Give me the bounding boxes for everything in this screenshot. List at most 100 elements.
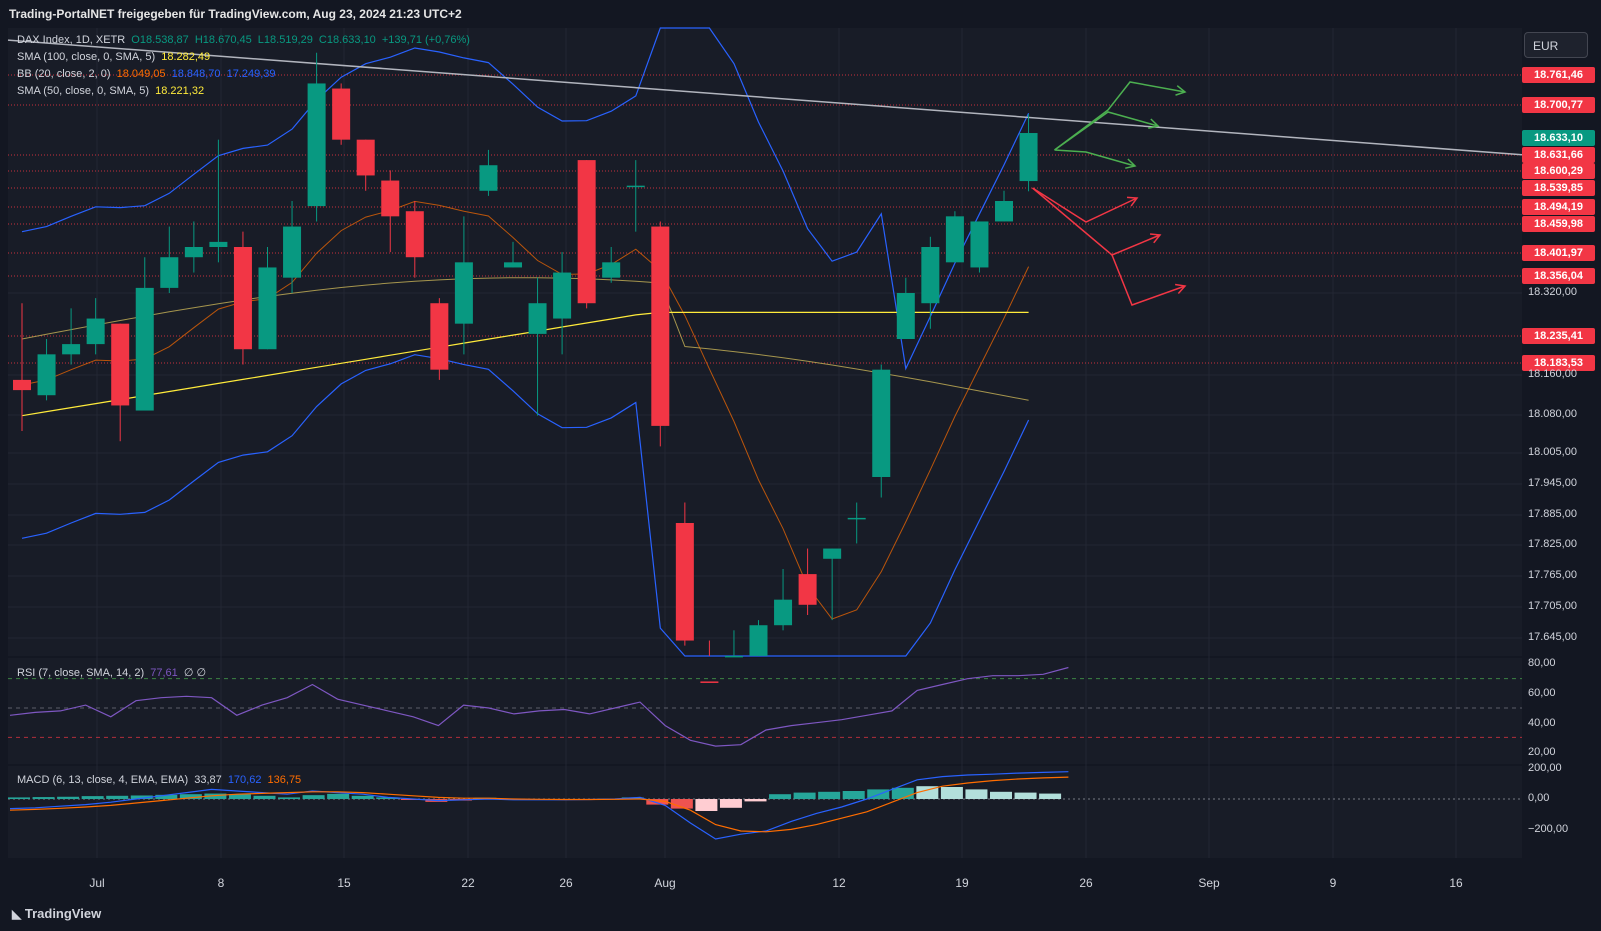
candle-body xyxy=(479,165,498,191)
price-axis-tick: 18.320,00 xyxy=(1528,286,1577,298)
time-axis-tick: Aug xyxy=(654,876,676,890)
macd-hist-bar xyxy=(376,797,399,799)
price-label: 18.600,29 xyxy=(1522,163,1595,179)
candle-body xyxy=(430,303,449,370)
candle-body xyxy=(233,247,252,350)
rsi-axis-tick: 80,00 xyxy=(1528,657,1556,669)
time-axis-tick: Jul xyxy=(89,876,105,890)
time-axis-tick: 9 xyxy=(1329,876,1337,890)
legend-sma50-label: SMA (50, close, 0, SMA, 5) xyxy=(17,85,150,97)
macd-hist-bar xyxy=(818,791,841,799)
legend-macd-macd: 170,62 xyxy=(227,774,262,786)
candle-body xyxy=(528,303,547,334)
legend-low: L18.519,29 xyxy=(257,34,313,46)
macd-hist-bar xyxy=(793,792,816,799)
tradingview-logo[interactable]: ◣ TradingView xyxy=(12,906,101,921)
macd-hist-bar xyxy=(990,791,1012,799)
legend-high: H18.670,45 xyxy=(194,34,252,46)
legend-close: C18.633,10 xyxy=(318,34,376,46)
scenario-arrow xyxy=(1111,254,1186,306)
macd-panel[interactable] xyxy=(8,766,1522,858)
rsi-panel[interactable] xyxy=(8,658,1522,764)
macd-hist-bar xyxy=(891,787,914,799)
price-label: 18.761,46 xyxy=(1522,67,1595,83)
price-label: 18.700,77 xyxy=(1522,97,1595,113)
candle-body xyxy=(381,180,400,217)
macd-signal-line xyxy=(9,776,1069,833)
candle-body xyxy=(896,293,915,339)
price-axis-tick: 18.160,00 xyxy=(1528,368,1577,380)
sma100-line xyxy=(21,311,1029,417)
candle-body xyxy=(847,517,866,520)
currency-button[interactable]: EUR xyxy=(1524,32,1588,58)
price-label: 18.631,66 xyxy=(1522,147,1595,163)
scenario-arrow-head xyxy=(1149,233,1162,244)
price-axis-tick: 17.645,00 xyxy=(1528,631,1577,643)
legend-sma100-label: SMA (100, close, 0, SMA, 5) xyxy=(17,51,156,63)
candle-body xyxy=(724,655,743,658)
macd-hist-bar xyxy=(670,799,693,809)
legend-open: O18.538,87 xyxy=(131,34,189,46)
legend-symbol-row: DAX Index, 1D, XETR O18.538,87 H18.670,4… xyxy=(17,34,473,46)
macd-hist-bar xyxy=(916,786,939,799)
candle-body xyxy=(307,83,326,207)
bb-upper-line xyxy=(21,27,1030,371)
legend-bb-row: BB (20, close, 2, 0) 18.049,05 18.848,70… xyxy=(17,68,279,80)
scenario-arrow-head xyxy=(1125,158,1137,169)
scenario-arrow-head xyxy=(1148,118,1160,129)
candle-body xyxy=(970,221,989,268)
legend-bb-label: BB (20, close, 2, 0) xyxy=(17,68,111,80)
price-axis-tick: 17.765,00 xyxy=(1528,569,1577,581)
macd-hist-bar xyxy=(228,794,251,799)
macd-hist-bar xyxy=(744,799,767,802)
candle-body xyxy=(37,354,56,396)
legend-sma50-row: SMA (50, close, 0, SMA, 5) 18.221,32 xyxy=(17,85,207,97)
candle-body xyxy=(577,160,596,304)
time-axis-tick: 15 xyxy=(337,876,351,890)
scenario-arrow xyxy=(1032,187,1161,256)
macd-hist-bar xyxy=(106,795,129,799)
candle-body xyxy=(626,185,645,188)
candle-body xyxy=(62,344,81,355)
macd-hist-bar xyxy=(179,794,202,799)
macd-hist-bar xyxy=(32,797,55,799)
legend-rsi-extra: ∅ ∅ xyxy=(183,667,207,679)
price-axis-tick: 17.945,00 xyxy=(1528,477,1577,489)
candle-body xyxy=(553,272,572,319)
rsi-axis-tick: 40,00 xyxy=(1528,717,1556,729)
price-label: 18.183,53 xyxy=(1522,355,1595,371)
macd-hist-bar xyxy=(842,791,865,799)
candle-body xyxy=(209,241,228,247)
price-label: 18.401,97 xyxy=(1522,245,1595,261)
legend-sma100-row: SMA (100, close, 0, SMA, 5) 18.282,49 xyxy=(17,51,213,63)
scenario-arrow xyxy=(1054,111,1159,151)
time-axis-tick: 19 xyxy=(955,876,969,890)
macd-axis-tick: 200,00 xyxy=(1528,762,1562,774)
scenario-arrow-head xyxy=(1175,283,1187,294)
price-label: 18.633,10 xyxy=(1522,130,1595,146)
footer-brand: TradingView xyxy=(24,906,102,921)
candle-body xyxy=(405,211,424,258)
candle-body xyxy=(160,257,179,288)
legend-sma100-value: 18.282,49 xyxy=(161,51,211,63)
legend-macd-signal: 136,75 xyxy=(267,774,302,786)
candle-body xyxy=(945,216,964,263)
macd-hist-bar xyxy=(278,797,301,799)
macd-hist-bar xyxy=(57,796,80,799)
time-axis-tick: 16 xyxy=(1449,876,1463,890)
macd-hist-bar xyxy=(302,795,325,799)
price-label: 18.235,41 xyxy=(1522,328,1595,344)
scenario-arrow xyxy=(1054,149,1136,167)
rsi-line xyxy=(9,666,1069,747)
macd-hist-bar xyxy=(253,795,276,799)
rsi-axis-tick: 60,00 xyxy=(1528,687,1556,699)
candle-body xyxy=(675,523,694,641)
price-axis-tick: 18.080,00 xyxy=(1528,408,1577,420)
macd-hist-bar xyxy=(646,799,669,805)
resistance-trendline xyxy=(7,39,1523,156)
candle-body xyxy=(995,201,1013,222)
legend-macd-row: MACD (6, 13, close, 4, EMA, EMA) 33,87 1… xyxy=(17,774,304,786)
macd-hist-bar xyxy=(1014,792,1037,799)
legend-change: +139,71 (+0,76%) xyxy=(381,34,470,46)
